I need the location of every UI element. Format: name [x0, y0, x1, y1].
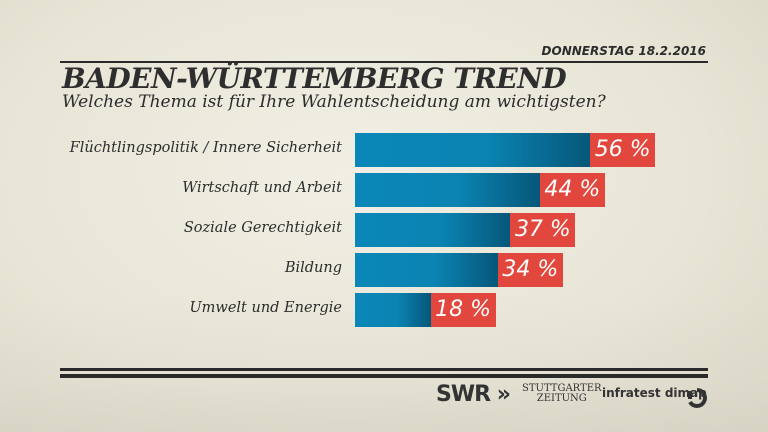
swr-logo: SWR » — [436, 382, 511, 407]
value-label: 44 % — [539, 173, 605, 207]
category-label: Umwelt und Energie — [189, 300, 342, 316]
value-label: 56 % — [590, 133, 656, 167]
top-rule — [60, 61, 708, 63]
chevrons-icon: » — [496, 382, 511, 407]
infratest-icon — [688, 388, 707, 408]
date: DONNERSTAG 18.2.2016 — [541, 44, 706, 58]
value-label: 34 % — [497, 253, 563, 287]
bottom-rule-thick — [60, 374, 708, 378]
value-label: 18 % — [430, 293, 496, 327]
bar-row: Bildung 34 % — [0, 253, 768, 287]
bar-row: Umwelt und Energie 18 % — [0, 293, 768, 327]
category-label: Wirtschaft und Arbeit — [182, 180, 342, 196]
bar — [355, 293, 431, 327]
value-label: 37 % — [510, 213, 576, 247]
bar — [355, 173, 540, 207]
stz-line1: STUTTGARTER — [522, 383, 602, 394]
bar — [355, 213, 511, 247]
infratest-dimap-logo: infratest dimap — [602, 386, 707, 400]
category-label: Soziale Gerechtigkeit — [183, 220, 342, 236]
category-label: Bildung — [284, 260, 342, 276]
bar-row: Flüchtlingspolitik / Innere Sicherheit 56… — [0, 133, 768, 167]
bar-row: Soziale Gerechtigkeit 37 % — [0, 213, 768, 247]
bar — [355, 133, 591, 167]
bar — [355, 253, 498, 287]
stuttgarter-zeitung-logo: STUTTGARTER ZEITUNG — [522, 384, 602, 414]
bar-row: Wirtschaft und Arbeit 44 % — [0, 173, 768, 207]
page-title: BADEN-WÜRTTEMBERG TREND — [62, 62, 567, 95]
bottom-rule — [60, 368, 708, 371]
subtitle: Welches Thema ist für Ihre Wahlentscheid… — [62, 92, 606, 112]
stz-line2: ZEITUNG — [536, 393, 587, 404]
category-label: Flüchtlingspolitik / Innere Sicherheit — [69, 140, 342, 156]
